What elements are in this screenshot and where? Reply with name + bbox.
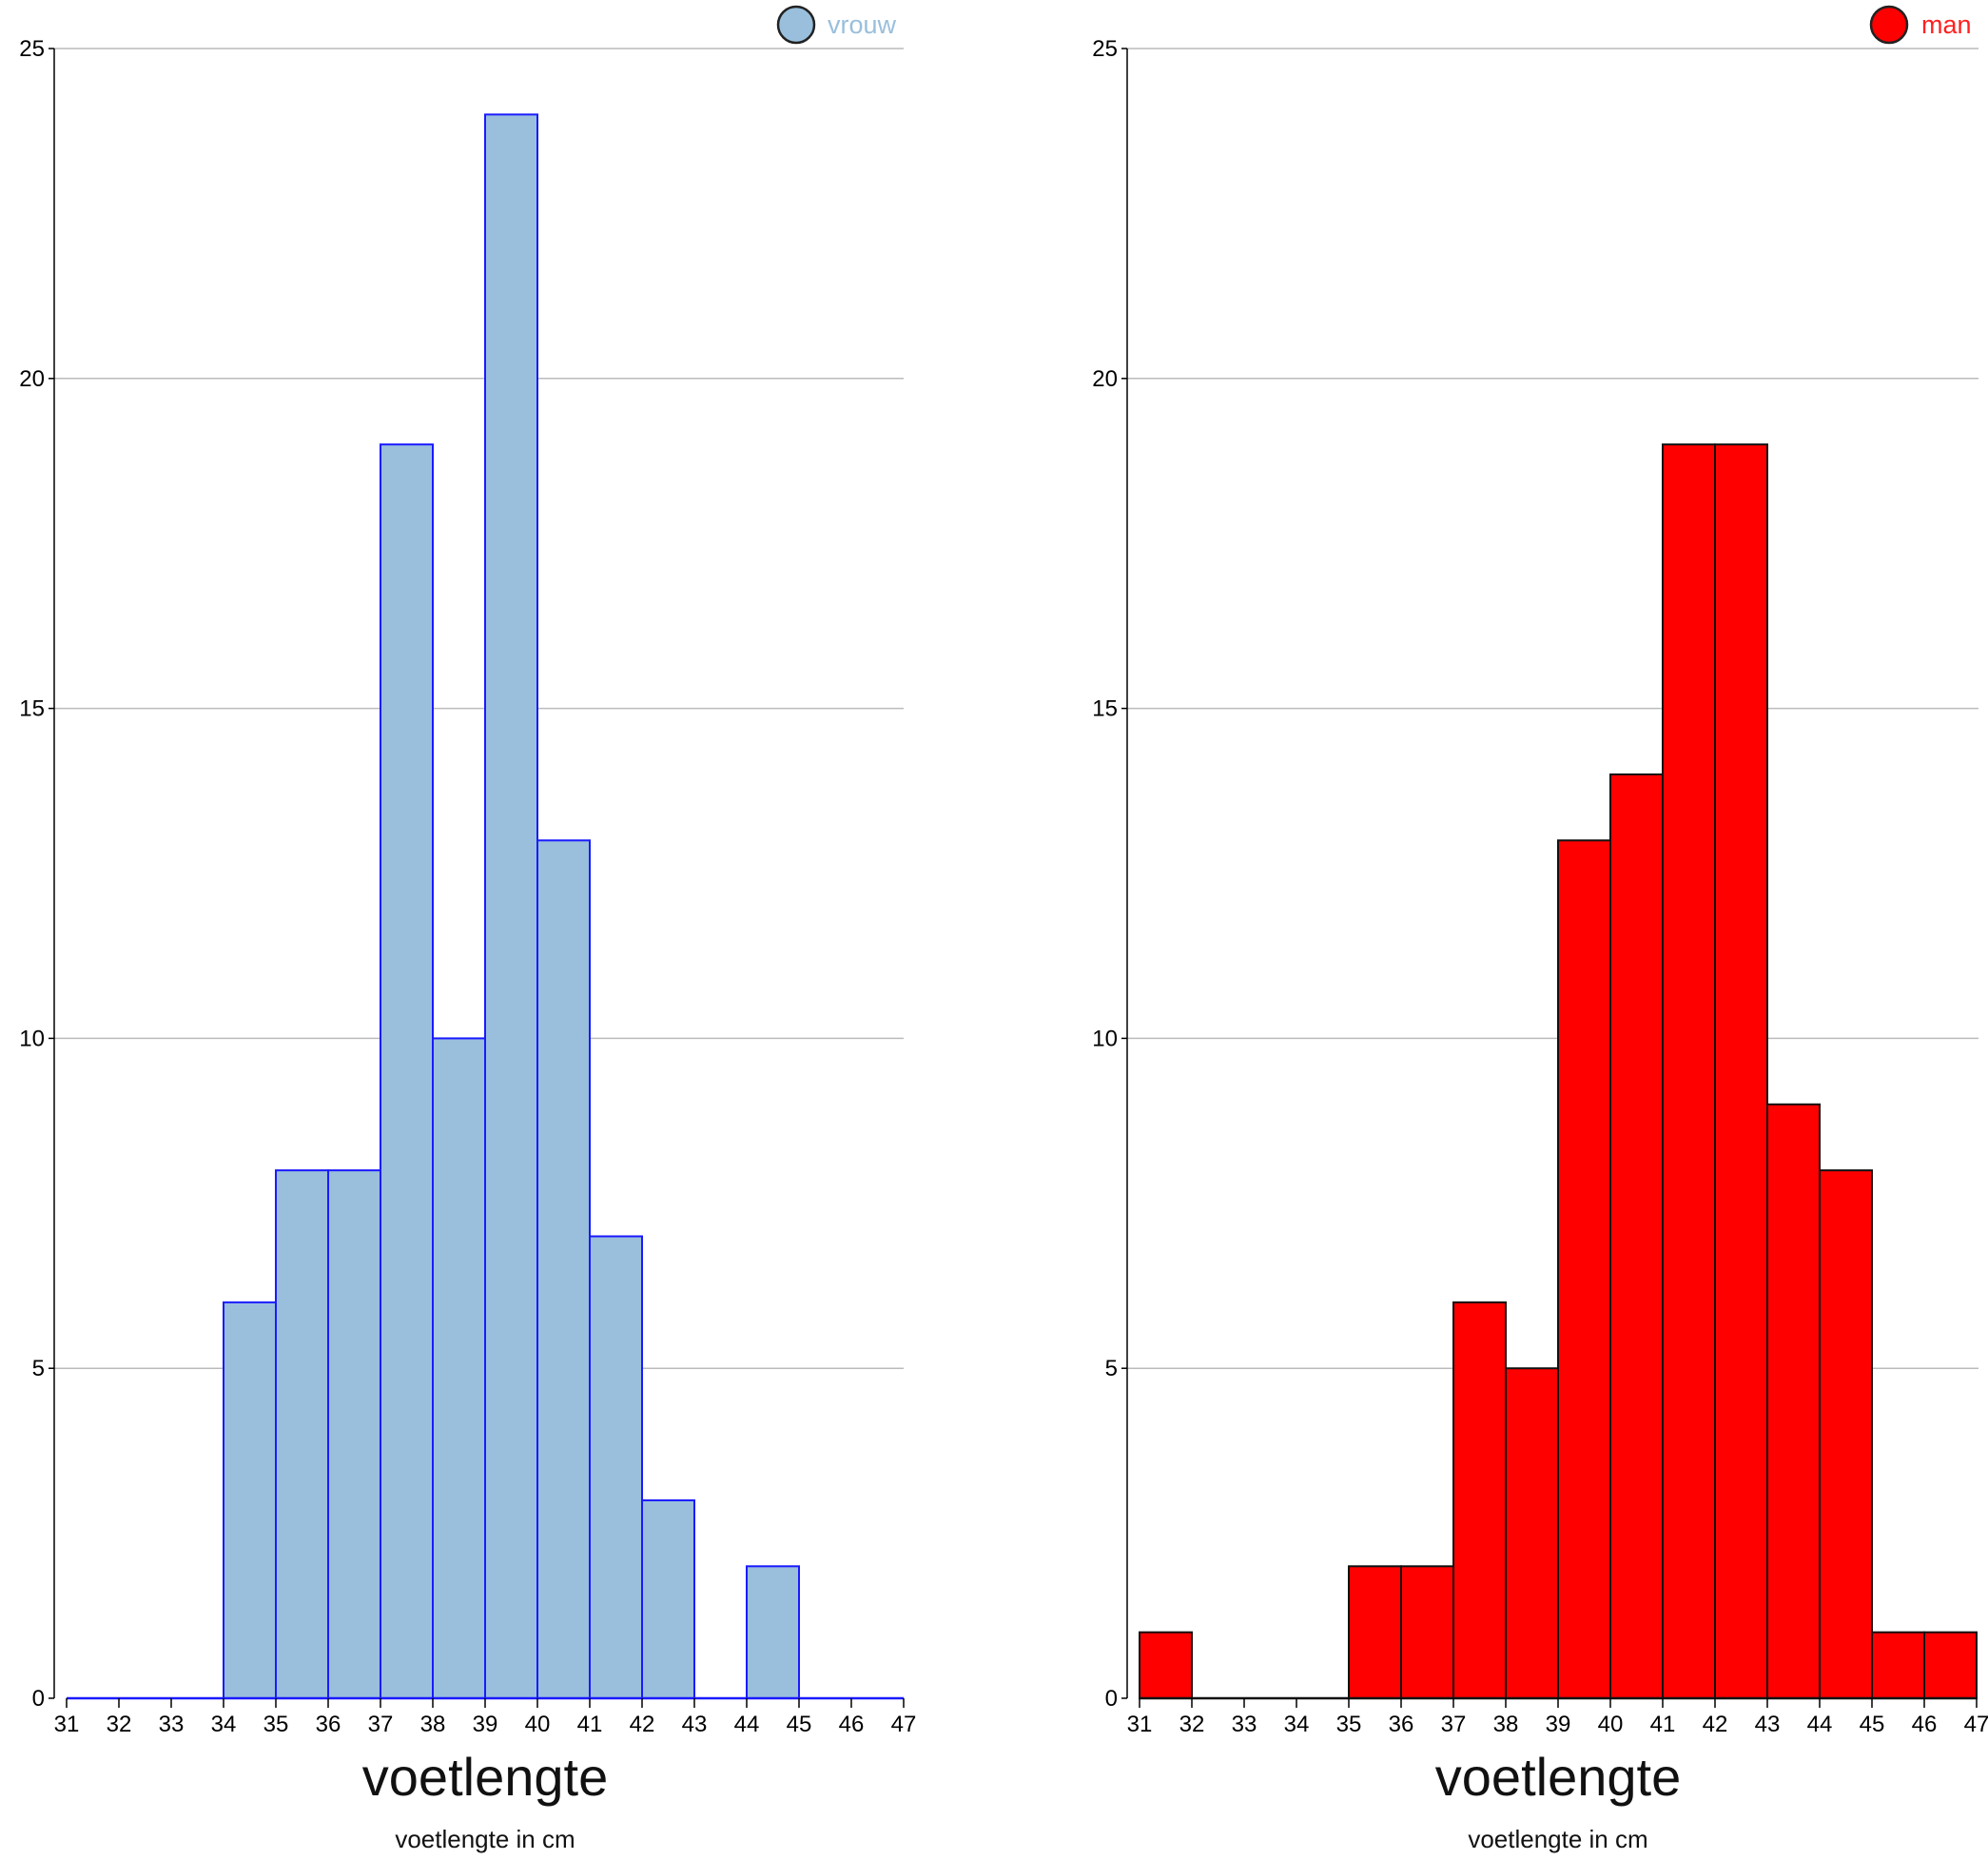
histogram-bar [1662,443,1716,1699]
y-tick-label: 5 [1105,1356,1118,1381]
x-tick-label: 38 [420,1712,446,1737]
y-tick-label: 5 [32,1356,45,1381]
legend-marker[interactable] [776,5,816,45]
y-tick-label: 25 [19,36,45,62]
x-tick-label: 36 [316,1712,341,1737]
histogram-bar [589,1235,643,1699]
chart-vrouw: 0 5 10 15 20 25 31 32 33 34 35 36 37 38 39 40 41 42 43 44 45… [19,5,917,1853]
histogram-bar [641,1498,695,1700]
histogram-bar [1452,1301,1507,1699]
x-tick-label: 45 [1860,1712,1885,1737]
histogram-bar [1766,1103,1821,1699]
x-tick-label: 34 [211,1712,237,1737]
histogram-bar [1923,1631,1978,1700]
histogram-bar [1871,1631,1925,1700]
x-tick-label: 33 [1232,1712,1257,1737]
y-tick-label: 20 [19,366,45,392]
y-tick-label: 20 [1092,366,1118,392]
y-tick-label: 0 [32,1686,45,1712]
histogram-bar [1557,839,1611,1699]
x-tick-label: 41 [577,1712,603,1737]
x-tick-label: 44 [734,1712,760,1737]
histogram-bar [275,1169,329,1699]
y-tick-label: 15 [19,696,45,722]
y-tick-label: 10 [1092,1026,1118,1051]
histogram-bar [1505,1367,1559,1699]
x-tick-label: 35 [1336,1712,1362,1737]
x-tick-label: 44 [1807,1712,1833,1737]
histogram-bar [223,1301,277,1699]
histogram-bar [1139,1631,1193,1700]
x-tick-label: 37 [1441,1712,1467,1737]
x-tick-label: 47 [891,1712,917,1737]
histogram-bar [536,839,591,1699]
x-tick-label: 39 [473,1712,498,1737]
histogram-bar [1819,1169,1873,1699]
chart-man: 0 5 10 15 20 25 31 32 33 34 35 36 37 38 39 40 41 42 43 44 45… [1092,5,1988,1853]
x-tick-label: 34 [1284,1712,1310,1737]
x-tick-label: 46 [1912,1712,1938,1737]
x-tick-label: 33 [159,1712,185,1737]
histogram-bar [380,443,434,1699]
x-tick-label: 32 [107,1712,132,1737]
histogram-bar [746,1565,800,1700]
x-tick-label: 35 [263,1712,289,1737]
x-tick-label: 45 [787,1712,812,1737]
x-tick-label: 40 [1598,1712,1624,1737]
histogram-bar [484,113,538,1700]
x-tick-label: 46 [839,1712,865,1737]
legend-label[interactable]: man [1921,10,1972,39]
histogram-bar [1348,1565,1402,1700]
x-tick-label: 32 [1179,1712,1205,1737]
x-tick-label: 38 [1493,1712,1519,1737]
x-tick-label: 41 [1650,1712,1676,1737]
y-tick-label: 0 [1105,1686,1118,1712]
histogram-bar [1714,443,1768,1699]
histogram-bar [327,1169,381,1699]
x-axis-title: voetlengte [1435,1747,1681,1807]
x-axis-subtitle: voetlengte in cm [1468,1825,1647,1853]
histogram-bar [1400,1565,1454,1700]
x-tick-label: 42 [1703,1712,1728,1737]
y-tick-label: 25 [1092,36,1118,62]
x-tick-label: 43 [682,1712,708,1737]
x-tick-label: 37 [368,1712,394,1737]
x-tick-label: 42 [630,1712,655,1737]
legend-marker[interactable] [1869,5,1909,45]
x-tick-label: 31 [54,1712,80,1737]
y-tick-label: 15 [1092,696,1118,722]
x-tick-label: 36 [1389,1712,1414,1737]
x-tick-label: 47 [1964,1712,1988,1737]
x-axis-subtitle: voetlengte in cm [395,1825,575,1853]
x-axis-title: voetlengte [362,1747,608,1807]
y-tick-label: 10 [19,1026,45,1051]
x-tick-label: 43 [1755,1712,1781,1737]
x-tick-label: 31 [1127,1712,1153,1737]
x-tick-label: 39 [1546,1712,1571,1737]
legend-label[interactable]: vrouw [828,10,897,39]
histogram-bar [432,1037,486,1699]
x-tick-label: 40 [525,1712,551,1737]
histogram-bar [1609,773,1664,1699]
